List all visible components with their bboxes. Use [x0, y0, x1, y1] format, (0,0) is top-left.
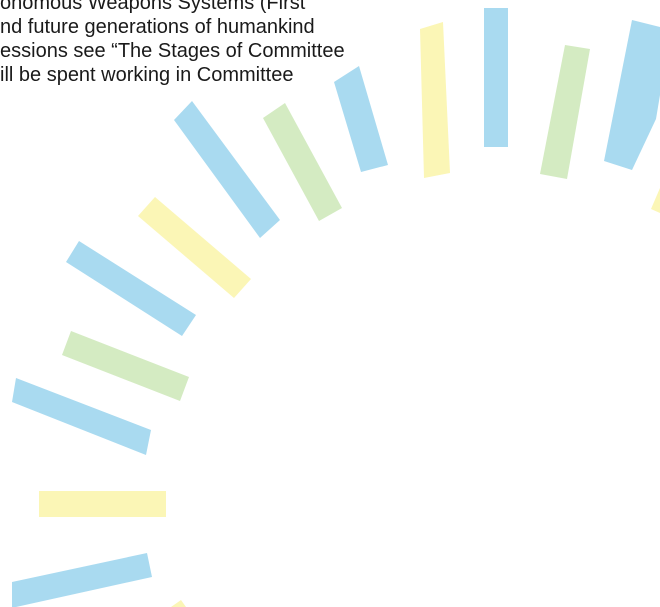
ray-yellow — [138, 197, 251, 298]
text-line: nd future generations of humankind — [0, 16, 315, 38]
ray-green — [263, 103, 342, 221]
ray-blue — [334, 66, 388, 172]
ray-group — [12, 8, 660, 607]
ray-blue — [12, 378, 151, 455]
ray-yellow — [39, 491, 166, 517]
ray-blue — [66, 241, 196, 336]
ray-yellow — [171, 600, 186, 607]
ray-blue — [484, 8, 508, 147]
text-line: essions see “The Stages of Committee — [0, 40, 345, 62]
ray-yellow — [420, 22, 450, 178]
ray-green — [62, 331, 189, 401]
text-line: ill be spent working in Committee — [0, 64, 294, 86]
ray-blue — [174, 101, 280, 238]
ray-blue — [12, 553, 152, 607]
document-body-text: onomous Weapons Systems (First nd future… — [0, 0, 345, 87]
ray-green — [540, 45, 590, 179]
text-line: onomous Weapons Systems (First — [0, 0, 306, 14]
ray-blue — [604, 20, 660, 170]
ray-yellow — [651, 188, 660, 213]
